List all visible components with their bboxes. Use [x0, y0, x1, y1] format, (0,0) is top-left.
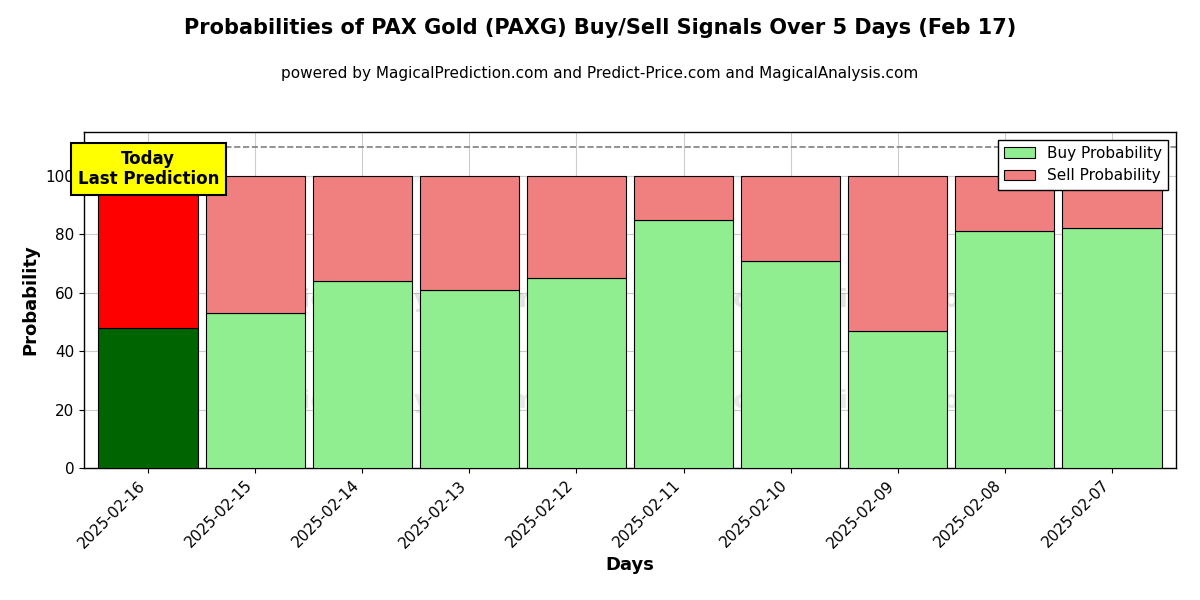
Bar — [955, 232, 1055, 468]
Bar — [955, 176, 1055, 232]
Bar — [740, 260, 840, 468]
Legend: Buy Probability, Sell Probability: Buy Probability, Sell Probability — [998, 140, 1169, 190]
Y-axis label: Probability: Probability — [22, 245, 40, 355]
Bar — [420, 290, 520, 468]
Bar — [205, 176, 305, 313]
Text: MagicalPrediction.com: MagicalPrediction.com — [666, 389, 988, 413]
X-axis label: Days: Days — [606, 556, 654, 574]
Bar — [98, 176, 198, 328]
Bar — [98, 328, 198, 468]
Bar — [848, 331, 948, 468]
Text: MagicalAnalysis.com: MagicalAnalysis.com — [242, 288, 536, 312]
Bar — [634, 176, 733, 220]
Bar — [527, 278, 626, 468]
Bar — [1062, 176, 1162, 229]
Bar — [205, 313, 305, 468]
Bar — [312, 281, 412, 468]
Text: powered by MagicalPrediction.com and Predict-Price.com and MagicalAnalysis.com: powered by MagicalPrediction.com and Pre… — [281, 66, 919, 81]
Bar — [312, 176, 412, 281]
Bar — [848, 176, 948, 331]
Text: MagicalAnalysis.com: MagicalAnalysis.com — [242, 389, 536, 413]
Text: Today
Last Prediction: Today Last Prediction — [78, 149, 218, 188]
Text: Probabilities of PAX Gold (PAXG) Buy/Sell Signals Over 5 Days (Feb 17): Probabilities of PAX Gold (PAXG) Buy/Sel… — [184, 18, 1016, 38]
Bar — [634, 220, 733, 468]
Text: MagicalPrediction.com: MagicalPrediction.com — [666, 288, 988, 312]
Bar — [740, 176, 840, 260]
Bar — [527, 176, 626, 278]
Bar — [420, 176, 520, 290]
Bar — [1062, 229, 1162, 468]
